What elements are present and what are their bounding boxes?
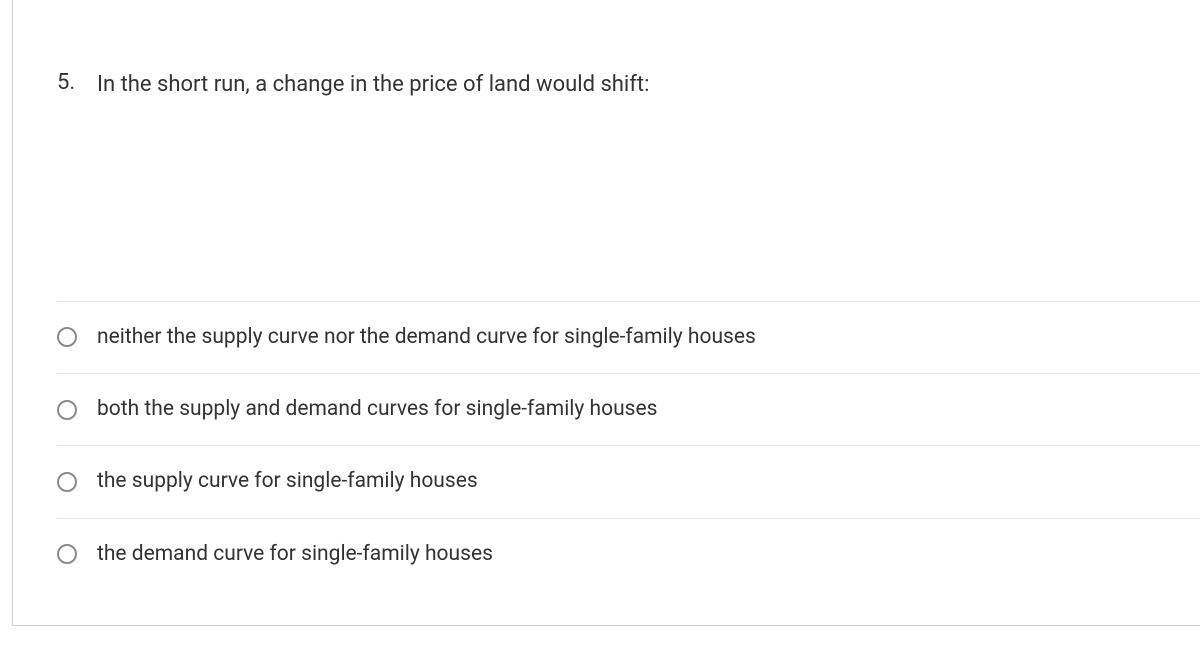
question-container: 5. In the short run, a change in the pri… — [12, 0, 1200, 626]
option-row[interactable]: both the supply and demand curves for si… — [57, 373, 1200, 445]
radio-icon[interactable] — [57, 400, 77, 420]
option-label: neither the supply curve nor the demand … — [97, 324, 756, 351]
option-label: the supply curve for single-family house… — [97, 468, 478, 495]
question-number: 5. — [57, 70, 85, 101]
radio-icon[interactable] — [57, 544, 77, 564]
question-text: In the short run, a change in the price … — [97, 70, 649, 101]
option-label: the demand curve for single-family house… — [97, 541, 493, 568]
option-label: both the supply and demand curves for si… — [97, 396, 658, 423]
option-row[interactable]: neither the supply curve nor the demand … — [57, 301, 1200, 373]
radio-icon[interactable] — [57, 327, 77, 347]
radio-icon[interactable] — [57, 472, 77, 492]
option-row[interactable]: the supply curve for single-family house… — [57, 445, 1200, 517]
option-row[interactable]: the demand curve for single-family house… — [57, 518, 1200, 590]
options-list: neither the supply curve nor the demand … — [13, 301, 1200, 590]
question-header: 5. In the short run, a change in the pri… — [13, 70, 1200, 101]
